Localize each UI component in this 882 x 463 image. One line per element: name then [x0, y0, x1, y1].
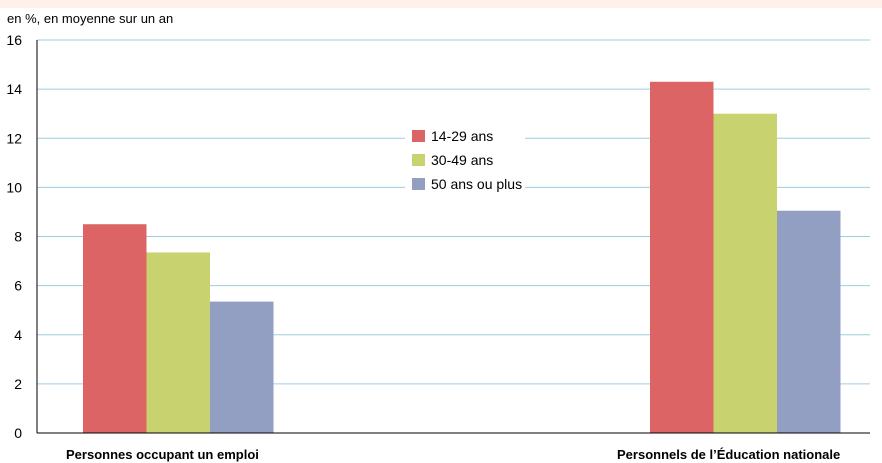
bar — [713, 113, 777, 433]
legend: 14-29 ans 30-49 ans 50 ans ou plus — [405, 121, 525, 205]
y-tick-labels: 0 2 4 6 8 10 12 14 16 — [6, 32, 22, 441]
legend-label: 50 ans ou plus — [431, 176, 522, 192]
y-axis-label: en %, en moyenne sur un an — [7, 11, 173, 26]
category-labels: Personnes occupant un emploi Personnels d… — [66, 447, 840, 462]
bar — [210, 301, 274, 433]
bar — [777, 210, 841, 433]
top-band — [0, 0, 882, 8]
y-tick-label: 2 — [14, 376, 22, 392]
bar — [83, 224, 147, 433]
y-tick-label: 8 — [14, 229, 22, 245]
legend-label: 14-29 ans — [431, 128, 493, 144]
category-label: Personnes occupant un emploi — [66, 447, 259, 462]
bar — [146, 252, 210, 433]
y-tick-label: 0 — [14, 425, 22, 441]
legend-swatch — [412, 178, 425, 190]
y-tick-label: 14 — [6, 81, 22, 97]
category-label: Personnels de l’Éducation nationale — [617, 447, 840, 462]
legend-label: 30-49 ans — [431, 152, 493, 168]
y-tick-label: 16 — [6, 32, 22, 48]
legend-swatch — [412, 154, 425, 166]
y-tick-label: 10 — [6, 179, 22, 195]
y-tick-label: 6 — [14, 278, 22, 294]
legend-swatch — [412, 130, 425, 142]
bar — [650, 81, 714, 433]
bars — [83, 81, 841, 433]
y-tick-label: 12 — [6, 130, 22, 146]
y-tick-label: 4 — [14, 327, 22, 343]
